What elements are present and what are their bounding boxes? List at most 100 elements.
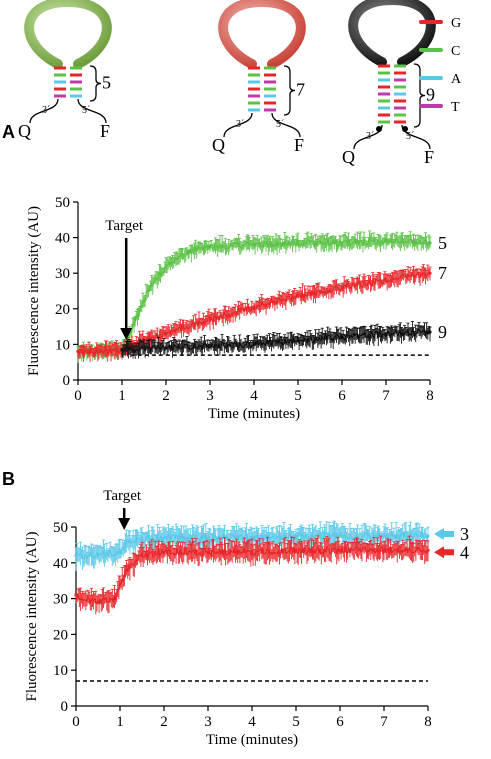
five-prime-label: 5´ <box>276 119 284 130</box>
data-point <box>384 239 388 243</box>
x-tick-label: 0 <box>72 714 80 730</box>
x-tick-label: 1 <box>116 714 124 730</box>
quencher-label: Q <box>342 147 355 167</box>
legend-label-c: C <box>451 44 460 59</box>
stem-length-label: 9 <box>426 85 435 105</box>
x-tick-label: 5 <box>292 714 300 730</box>
five-prime-label: 5´ <box>406 131 414 142</box>
data-point <box>206 536 210 540</box>
data-point <box>428 271 432 275</box>
series-9 <box>120 321 432 359</box>
y-tick-label: 50 <box>53 520 68 536</box>
y-tick-label: 10 <box>55 337 70 353</box>
data-point <box>186 250 190 254</box>
stem-length-label: 5 <box>102 73 111 93</box>
data-point <box>120 348 124 352</box>
x-tick-label: 3 <box>206 388 214 404</box>
series-line-4 <box>75 544 429 607</box>
x-tick-label: 8 <box>424 714 432 730</box>
series-end-label-9: 9 <box>438 322 447 342</box>
x-tick-label: 8 <box>426 388 434 404</box>
series-arrow-3 <box>434 527 454 540</box>
target-annotation-label: Target <box>103 488 142 504</box>
data-point <box>338 548 342 552</box>
data-point <box>162 536 166 540</box>
data-point <box>146 289 150 293</box>
x-tick-label: 0 <box>74 388 82 404</box>
hairpin-5: 5 3´ 5´ Q F <box>18 0 112 141</box>
x-tick-label: 4 <box>248 714 256 730</box>
series-end-label-3: 3 <box>460 524 469 544</box>
legend-label-a: A <box>451 72 462 87</box>
quencher-label: Q <box>212 135 225 155</box>
hairpin-loop <box>348 0 436 67</box>
data-point <box>428 241 432 245</box>
data-point <box>127 539 131 543</box>
data-point <box>340 335 344 339</box>
tail-three-prime <box>223 112 253 138</box>
data-point <box>250 536 254 540</box>
data-point <box>428 330 432 334</box>
data-point <box>294 548 298 552</box>
hairpin-loop <box>218 0 306 69</box>
data-point <box>384 332 388 336</box>
tail-three-prime <box>29 98 59 124</box>
end-dot-left <box>376 126 382 132</box>
data-point <box>384 278 388 282</box>
y-tick-label: 50 <box>55 195 70 211</box>
data-point <box>340 285 344 290</box>
x-tick-label: 1 <box>118 388 126 404</box>
data-point <box>340 241 344 245</box>
panel-letter-a: A <box>2 122 15 142</box>
data-point <box>98 349 102 354</box>
three-prime-label: 3´ <box>366 131 374 142</box>
chart-panel-a: 0 10 20 30 40 50 0 1 2 3 4 5 6 7 8 Time (minutes) Fluore… <box>26 195 447 422</box>
series-3 <box>74 520 430 571</box>
data-point <box>74 554 78 558</box>
x-tick-label: 7 <box>380 714 388 730</box>
data-point <box>162 550 166 554</box>
data-point <box>164 264 168 268</box>
five-prime-label: 5´ <box>82 105 90 116</box>
x-tick-label: 6 <box>336 714 344 730</box>
stem-brace <box>283 65 296 116</box>
data-point <box>118 582 122 586</box>
data-point <box>133 317 137 322</box>
hairpin-diagrams: 5 3´ 5´ Q F 7 3´ 5´ Q F 9 3´ 5´ Q F <box>18 0 436 167</box>
x-tick-label: 7 <box>382 388 390 404</box>
data-point <box>382 534 386 538</box>
data-point <box>294 534 298 538</box>
x-tick-label: 2 <box>160 714 168 730</box>
data-point <box>140 554 144 558</box>
data-point <box>114 597 118 601</box>
data-point <box>208 244 212 249</box>
hairpin-7: 7 3´ 5´ Q F <box>212 0 306 155</box>
legend-label-t: T <box>451 100 460 115</box>
y-axis-label: Fluorescence intensity (AU) <box>24 532 40 702</box>
x-tick-label: 5 <box>294 388 302 404</box>
data-point <box>296 294 300 298</box>
series-end-label-4: 4 <box>460 542 469 562</box>
y-tick-label: 40 <box>55 231 70 247</box>
fluorophore-label: F <box>424 147 434 167</box>
series-4 <box>74 535 430 615</box>
data-point <box>250 550 254 554</box>
panel-letter-b: B <box>2 469 15 489</box>
data-point <box>426 534 430 538</box>
x-axis-label: Time (minutes) <box>208 406 300 422</box>
series-end-label-5: 5 <box>438 233 447 253</box>
data-point <box>252 342 256 346</box>
series-end-label-7: 7 <box>438 263 447 283</box>
data-point <box>96 600 100 604</box>
legend-label-g: G <box>451 16 461 31</box>
data-point <box>382 548 386 552</box>
fluorophore-label: F <box>294 135 304 155</box>
data-point <box>127 564 131 568</box>
data-point <box>296 241 300 245</box>
data-point <box>296 339 300 343</box>
series-line-9 <box>121 327 431 355</box>
stem-brace <box>89 65 102 102</box>
three-prime-label: 3´ <box>42 105 50 116</box>
